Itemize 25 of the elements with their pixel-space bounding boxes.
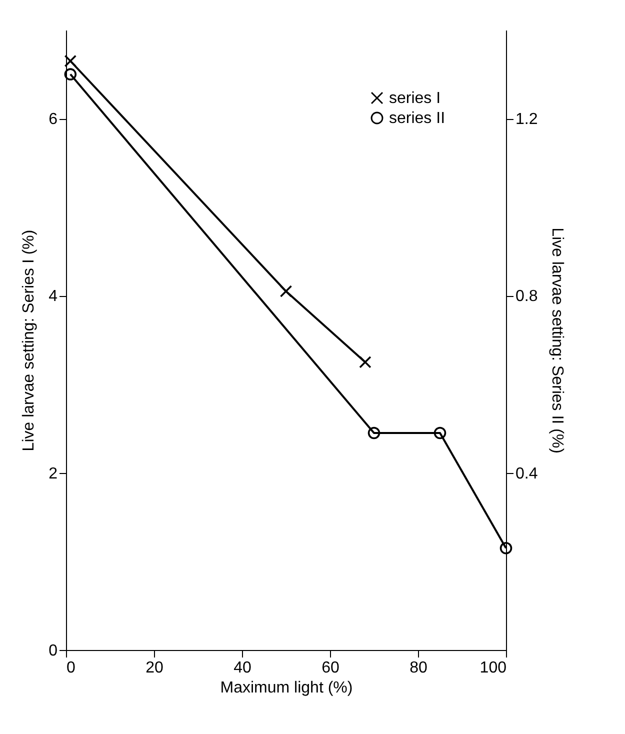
- point: [434, 426, 446, 440]
- y-axis-title: Live larvae setting: Series I (%): [20, 230, 38, 452]
- point: [64, 54, 77, 68]
- x-tick-label: 40: [234, 660, 252, 676]
- point: [64, 68, 77, 80]
- y2-tick-label: 0.8: [516, 288, 538, 306]
- x-tick-label: 0: [66, 660, 76, 676]
- y-tick-label: 2: [48, 465, 58, 482]
- y2-tick-label: 0.4: [516, 465, 538, 482]
- x-tick-label: 60: [322, 660, 340, 676]
- x-tick-label: 20: [146, 660, 164, 676]
- y-tick-label: 6: [48, 111, 58, 128]
- y2-tick-label: 1.2: [516, 111, 538, 128]
- legend-label: series II: [389, 110, 446, 127]
- point: [500, 542, 512, 554]
- x-axis-title: Maximum light (%): [220, 680, 353, 696]
- y-tick-label: 4: [48, 288, 58, 306]
- y-tick-label: 0: [48, 642, 58, 660]
- point: [368, 426, 380, 440]
- point: [280, 285, 292, 298]
- x-tick-label: 100: [480, 660, 507, 676]
- x-tick-label: 80: [410, 660, 428, 676]
- point: [359, 356, 372, 368]
- legend-label: series I: [389, 90, 441, 107]
- y2-axis-title: Live larvae setting: Series II (%): [548, 228, 566, 454]
